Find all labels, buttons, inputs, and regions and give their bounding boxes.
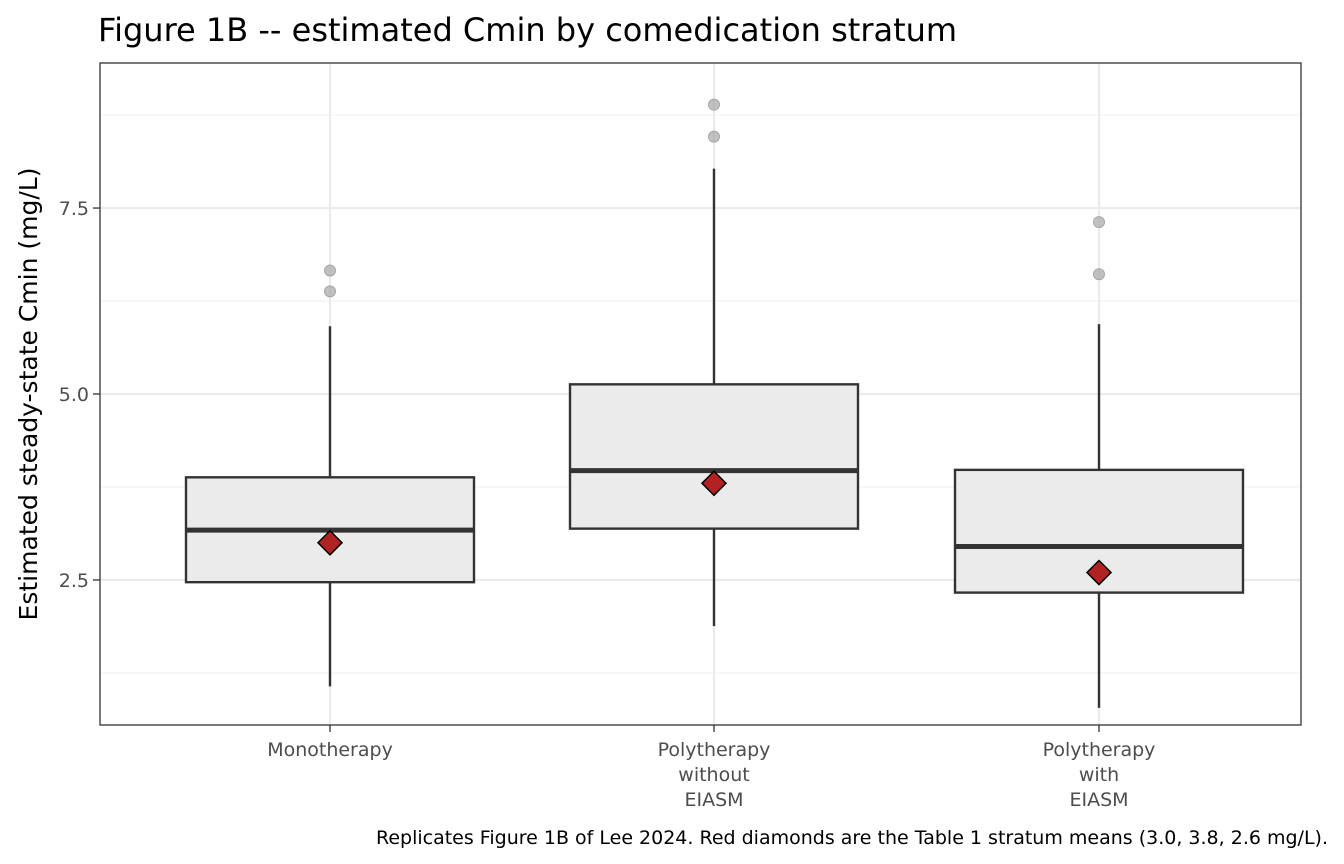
chart-caption: Replicates Figure 1B of Lee 2024. Red di… bbox=[376, 827, 1328, 849]
mean-diamond bbox=[700, 470, 728, 497]
x-tick-label-line: without bbox=[678, 764, 749, 786]
x-tick-label: Monotherapy bbox=[267, 739, 393, 761]
y-tick-label: 7.5 bbox=[59, 198, 89, 220]
x-tick-label-line: EIASM bbox=[684, 789, 743, 811]
outlier-point bbox=[708, 98, 720, 111]
outlier-point bbox=[1093, 216, 1105, 229]
x-tick-label: Polytherapy without EIASM bbox=[658, 739, 771, 811]
y-axis-label: Estimated steady-state Cmin (mg/L) bbox=[14, 168, 43, 621]
outlier-point bbox=[1093, 268, 1105, 281]
plot-area: 2.5 5.0 7.5 Monotherapy Polytherapy without EI… bbox=[59, 62, 1302, 811]
x-tick-label-line: EIASM bbox=[1069, 789, 1128, 811]
x-tick-label-line: Polytherapy bbox=[1043, 739, 1156, 761]
y-tick-label: 5.0 bbox=[59, 384, 89, 406]
mean-diamond bbox=[1085, 559, 1113, 586]
x-tick-label: Polytherapy with EIASM bbox=[1043, 739, 1156, 811]
y-tick-label: 2.5 bbox=[59, 570, 89, 592]
box-iqr bbox=[568, 383, 860, 530]
outlier-point bbox=[708, 130, 720, 143]
x-tick-label-line: Polytherapy bbox=[658, 739, 771, 761]
x-tick-label-line: with bbox=[1079, 764, 1119, 786]
mean-diamond bbox=[316, 529, 344, 556]
outlier-point bbox=[324, 264, 336, 277]
outlier-point bbox=[324, 285, 336, 298]
chart-title: Figure 1B -- estimated Cmin by comedicat… bbox=[98, 11, 957, 49]
x-tick-label-line: Monotherapy bbox=[267, 739, 393, 761]
